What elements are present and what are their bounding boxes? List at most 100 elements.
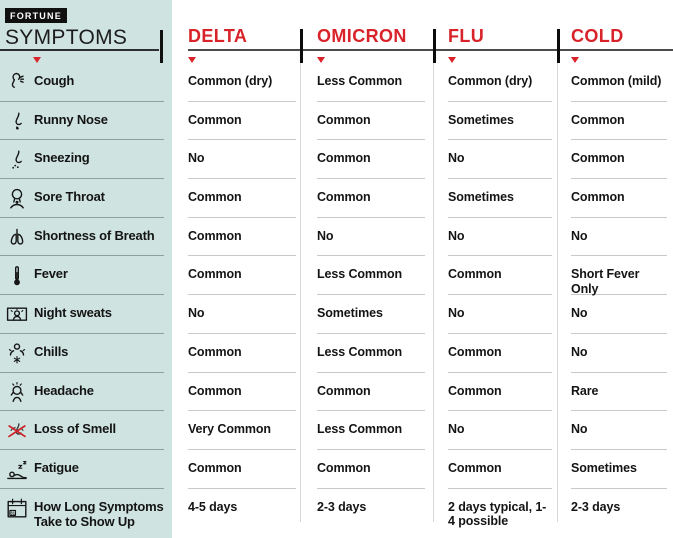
cell-delta-fatigue: Common xyxy=(188,450,296,489)
cell-delta-sore-throat: Common xyxy=(188,179,296,218)
cell-flu-onset-time: 2 days typical, 1-4 possible xyxy=(448,499,547,529)
cell-delta-headache: Common xyxy=(188,373,296,412)
cell-delta-chills: Common xyxy=(188,334,296,373)
down-triangle-icon xyxy=(448,57,456,63)
column-omicron: Less Common Common Common Common No Less… xyxy=(317,63,425,538)
cell-delta-onset-time: 4-5 days xyxy=(188,499,238,514)
column-divider-line xyxy=(433,63,434,522)
fatigue-icon xyxy=(0,457,34,483)
symptom-label: Runny Nose xyxy=(34,111,108,127)
cell-flu-fatigue: Common xyxy=(448,450,552,489)
symptom-row-cough: Cough xyxy=(0,63,164,102)
cell-cold-fever: Short Fever Only xyxy=(571,256,667,296)
down-triangle-icon xyxy=(188,57,196,63)
sneezing-icon xyxy=(0,147,34,173)
cell-delta-fever: Common xyxy=(188,256,296,296)
sore-throat-icon xyxy=(0,186,34,212)
symptoms-panel: FORTUNE SYMPTOMS Cough xyxy=(0,0,172,538)
column-header-cold: COLD xyxy=(571,26,624,46)
column-divider-line xyxy=(300,63,301,522)
fortune-logo: FORTUNE xyxy=(5,8,67,23)
cell-cold-shortness-of-breath: No xyxy=(571,218,667,257)
symptom-label: How Long Symptoms Take to Show Up xyxy=(34,498,164,530)
cell-cold-loss-of-smell: No xyxy=(571,411,667,450)
cell-omicron-sneezing: Common xyxy=(317,140,425,180)
down-triangle-icon xyxy=(33,57,41,63)
symptoms-end-bar xyxy=(160,30,163,63)
symptoms-header: SYMPTOMS xyxy=(5,26,128,49)
down-triangle-icon xyxy=(571,57,579,63)
cell-omicron-runny-nose: Common xyxy=(317,102,425,141)
cell-flu-cough: Common (dry) xyxy=(448,63,552,102)
column-cold: Common (mild) Common Common Common No Sh… xyxy=(571,63,667,538)
cell-flu-headache: Common xyxy=(448,373,552,412)
cell-cold-sore-throat: Common xyxy=(571,179,667,218)
symptom-label: Chills xyxy=(34,343,69,359)
symptom-row-runny-nose: Runny Nose xyxy=(0,102,164,141)
down-triangle-icon xyxy=(317,57,325,63)
symptom-label: Fatigue xyxy=(34,459,79,475)
runny-nose-icon xyxy=(0,109,34,135)
thermometer-icon xyxy=(0,263,34,289)
cell-cold-cough: Common (mild) xyxy=(571,63,667,102)
cell-flu-fever: Common xyxy=(448,256,552,296)
cell-delta-shortness-of-breath: Common xyxy=(188,218,296,257)
column-divider-tick xyxy=(300,29,303,63)
cell-delta-cough: Common (dry) xyxy=(188,63,296,102)
cell-omicron-fever: Less Common xyxy=(317,256,425,296)
cell-flu-sneezing: No xyxy=(448,140,552,180)
cell-flu-loss-of-smell: No xyxy=(448,411,552,450)
cell-omicron-chills: Less Common xyxy=(317,334,425,373)
symptom-rows: Cough Runny Nose xyxy=(0,63,164,538)
symptom-row-shortness-of-breath: Shortness of Breath xyxy=(0,218,164,257)
cell-omicron-loss-of-smell: Less Common xyxy=(317,411,425,450)
cell-delta-runny-nose: Common xyxy=(188,102,296,141)
cell-delta-night-sweats: No xyxy=(188,295,296,334)
cell-omicron-night-sweats: Sometimes xyxy=(317,295,425,334)
symptom-row-fever: Fever xyxy=(0,256,164,296)
symptoms-underline xyxy=(0,49,159,51)
symptom-row-chills: Chills xyxy=(0,334,164,373)
symptom-label: Sore Throat xyxy=(34,189,105,205)
symptom-label: Headache xyxy=(34,382,94,398)
cell-cold-fatigue: Sometimes xyxy=(571,450,667,489)
cell-flu-night-sweats: No xyxy=(448,295,552,334)
cell-omicron-onset-time: 2-3 days xyxy=(317,499,367,514)
symptom-row-sore-throat: Sore Throat xyxy=(0,179,164,218)
column-delta: Common (dry) Common No Common Common Com… xyxy=(188,63,296,538)
cell-cold-sneezing: Common xyxy=(571,140,667,180)
symptom-label: Cough xyxy=(34,73,75,88)
symptom-label: Night sweats xyxy=(34,305,112,321)
symptom-label: Sneezing xyxy=(34,150,90,166)
calendar-icon: 31 xyxy=(0,496,34,522)
cell-flu-chills: Common xyxy=(448,334,552,373)
symptom-label: Loss of Smell xyxy=(34,421,116,437)
cell-cold-night-sweats: No xyxy=(571,295,667,334)
loss-of-smell-icon xyxy=(0,418,34,444)
lungs-icon xyxy=(0,225,34,251)
svg-text:31: 31 xyxy=(10,510,15,515)
chills-icon xyxy=(0,341,34,367)
cell-cold-runny-nose: Common xyxy=(571,102,667,141)
cell-flu-sore-throat: Sometimes xyxy=(448,179,552,218)
cell-delta-sneezing: No xyxy=(188,140,296,180)
cell-omicron-sore-throat: Common xyxy=(317,179,425,218)
cell-omicron-headache: Common xyxy=(317,373,425,412)
column-header-delta: DELTA xyxy=(188,26,248,46)
cell-cold-onset-time: 2-3 days xyxy=(571,499,621,514)
column-header-omicron: OMICRON xyxy=(317,26,407,46)
column-divider-tick xyxy=(557,29,560,63)
cell-cold-chills: No xyxy=(571,334,667,373)
column-flu: Common (dry) Sometimes No Sometimes No C… xyxy=(448,63,552,538)
headache-icon xyxy=(0,380,34,406)
symptom-label: Fever xyxy=(34,266,68,282)
cell-flu-runny-nose: Sometimes xyxy=(448,102,552,141)
comparison-area: DELTA OMICRON FLU COLD Common (dry) Comm… xyxy=(172,0,673,538)
symptom-label: Shortness of Breath xyxy=(34,227,155,243)
cell-omicron-cough: Less Common xyxy=(317,63,425,102)
symptom-row-night-sweats: Night sweats xyxy=(0,295,164,334)
symptom-row-onset-time: 31 How Long Symptoms Take to Show Up xyxy=(0,489,164,538)
column-divider-line xyxy=(557,63,558,522)
header-rule xyxy=(188,49,673,51)
